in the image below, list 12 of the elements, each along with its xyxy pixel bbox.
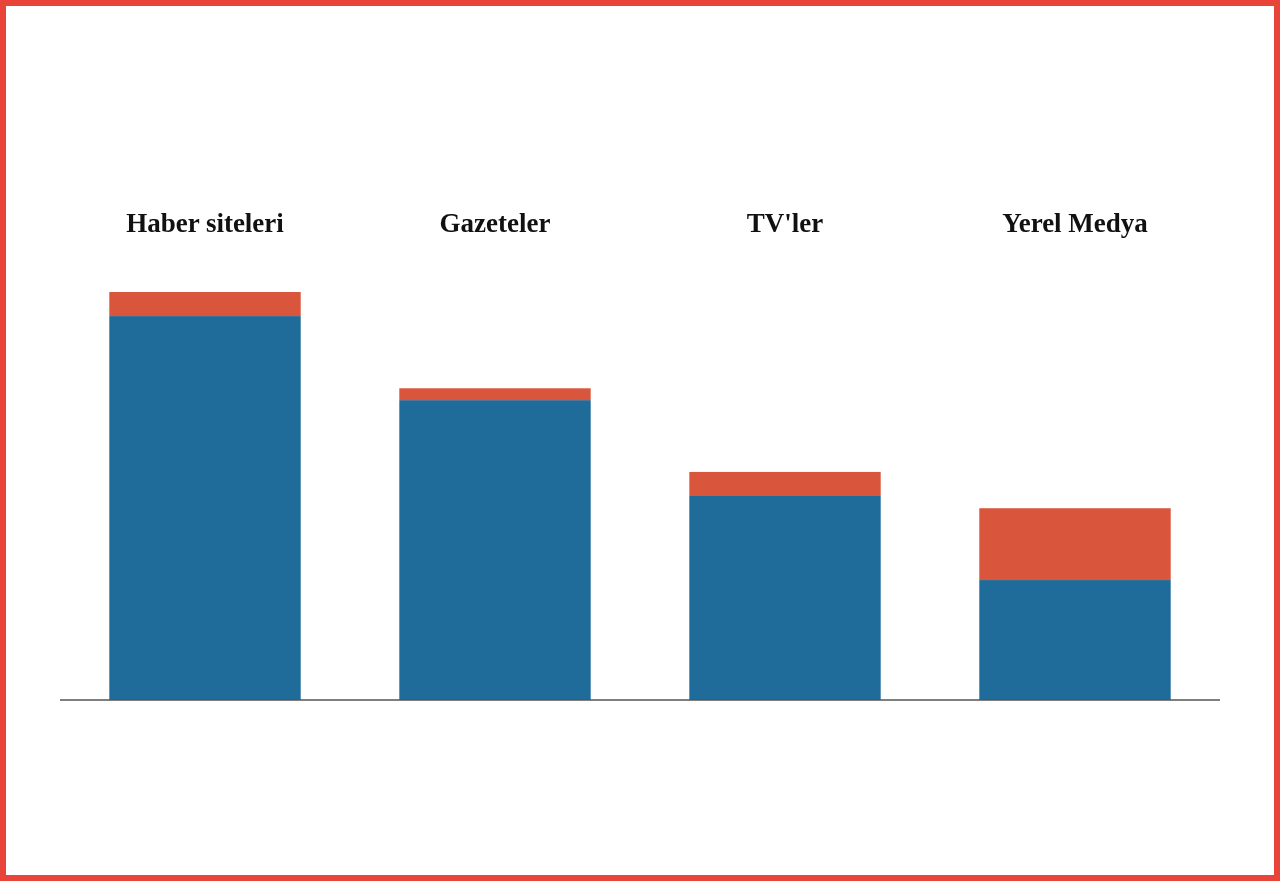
bar [109,316,301,700]
x-tick-label: Yerel Medya [1002,208,1149,238]
x-tick-label: TV'ler [746,208,824,238]
x-tick-label: Haber siteleri [126,208,285,238]
bar [689,496,881,700]
bar [109,292,301,317]
bar [399,388,591,401]
bar [979,580,1171,700]
bar [979,508,1171,581]
bar [399,400,591,700]
x-tick-label: Gazeteler [439,208,551,238]
bar [689,471,881,496]
